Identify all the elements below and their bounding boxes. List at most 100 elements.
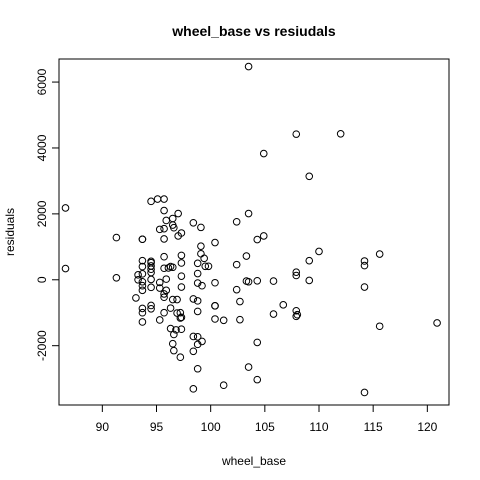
scatter-point xyxy=(360,283,369,291)
scatter-point xyxy=(162,286,171,295)
scatter-point xyxy=(193,279,202,287)
scatter-point xyxy=(172,326,180,334)
scatter-point xyxy=(147,301,155,310)
y-axis-label: residuals xyxy=(3,208,17,256)
scatter-point xyxy=(200,254,208,263)
scatter-point xyxy=(242,252,251,260)
y-tick-label: 2000 xyxy=(35,200,49,227)
scatter-point xyxy=(211,302,219,310)
scatter-point xyxy=(112,233,121,242)
x-axis: 90 95 100 105 110 115 120 xyxy=(96,405,438,434)
scatter-point xyxy=(305,276,314,285)
scatter-point xyxy=(147,257,155,266)
scatter-point xyxy=(173,295,181,304)
scatter-point xyxy=(375,250,384,258)
scatter-point xyxy=(360,257,369,265)
scatter-point xyxy=(269,277,278,285)
scatter-point xyxy=(232,285,241,294)
scatter-point xyxy=(360,261,369,270)
scatter-point xyxy=(168,263,177,272)
scatter-point xyxy=(232,260,241,269)
scatter-point xyxy=(292,306,301,315)
scatter-point xyxy=(253,276,262,285)
scatter-point xyxy=(211,238,219,247)
scatter-point xyxy=(236,297,244,306)
scatter-point xyxy=(193,307,202,316)
scatter-point xyxy=(170,223,178,232)
scatter-point xyxy=(189,218,198,227)
scatter-point xyxy=(134,271,142,279)
scatter-point xyxy=(177,251,186,260)
scatter-point xyxy=(138,318,147,326)
scatter-point xyxy=(219,381,228,390)
scatter-point xyxy=(201,262,210,271)
scatter-point xyxy=(193,364,202,373)
scatter-point xyxy=(198,337,206,346)
plot-frame xyxy=(58,58,450,406)
data-points xyxy=(61,62,441,397)
x-tick-label: 120 xyxy=(417,420,437,434)
x-tick-label: 115 xyxy=(364,420,383,434)
scatter-point xyxy=(138,256,147,265)
scatter-point xyxy=(147,304,155,313)
scatter-point xyxy=(433,319,441,327)
scatter-point xyxy=(168,295,177,304)
scatter-point xyxy=(160,224,168,233)
scatter-point xyxy=(197,223,205,232)
scatter-point xyxy=(259,149,268,158)
scatter-point xyxy=(193,269,202,278)
scatter-point xyxy=(138,262,147,271)
scatter-point xyxy=(269,310,278,318)
scatter-point xyxy=(292,268,301,277)
scatter-point xyxy=(292,312,301,321)
x-tick-label: 105 xyxy=(255,420,275,434)
scatter-point xyxy=(176,314,185,322)
scatter-point xyxy=(138,281,147,290)
y-axis: -2000 0 2000 4000 6000 xyxy=(35,68,59,361)
scatter-point xyxy=(360,388,369,397)
scatter-point xyxy=(160,235,168,243)
scatter-point xyxy=(176,308,185,317)
scatter-point xyxy=(155,316,164,324)
scatter-point xyxy=(259,232,268,240)
scatter-point xyxy=(193,297,202,305)
scatter-point xyxy=(189,385,198,393)
scatter-point xyxy=(305,172,314,181)
scatter-point xyxy=(155,284,164,292)
scatter-point xyxy=(236,315,244,324)
scatter-point xyxy=(170,346,178,355)
scatter-point xyxy=(211,278,219,287)
scatter-point xyxy=(138,277,147,286)
scatter-point xyxy=(160,252,168,261)
scatter-point xyxy=(147,275,155,284)
scatter-point xyxy=(138,308,147,317)
scatter-point xyxy=(61,264,70,273)
scatter-point xyxy=(198,281,206,290)
scatter-point xyxy=(177,283,186,291)
chart-title: wheel_base vs resiudals xyxy=(171,23,336,39)
scatter-point xyxy=(177,313,186,322)
scatter-point xyxy=(112,274,121,282)
scatter-point xyxy=(176,353,185,362)
scatter-point xyxy=(155,225,164,234)
scatter-point xyxy=(174,209,182,218)
scatter-point xyxy=(138,304,147,313)
scatter-point xyxy=(155,278,164,287)
scatter-point xyxy=(293,310,302,319)
scatter-point xyxy=(177,325,186,334)
scatter-point xyxy=(138,235,147,244)
scatter-point xyxy=(375,322,384,331)
y-tick-label: -2000 xyxy=(35,330,49,361)
scatter-point xyxy=(244,209,253,218)
scatter-point xyxy=(244,62,253,71)
scatter-point xyxy=(166,304,175,312)
scatter-point xyxy=(160,206,168,215)
scatter-point xyxy=(305,256,314,265)
scatter-point xyxy=(177,229,186,237)
scatter-point xyxy=(292,271,301,280)
scatter-point xyxy=(138,286,147,295)
x-tick-label: 110 xyxy=(309,420,328,434)
scatter-point xyxy=(253,375,262,384)
scatter-point xyxy=(336,130,345,138)
